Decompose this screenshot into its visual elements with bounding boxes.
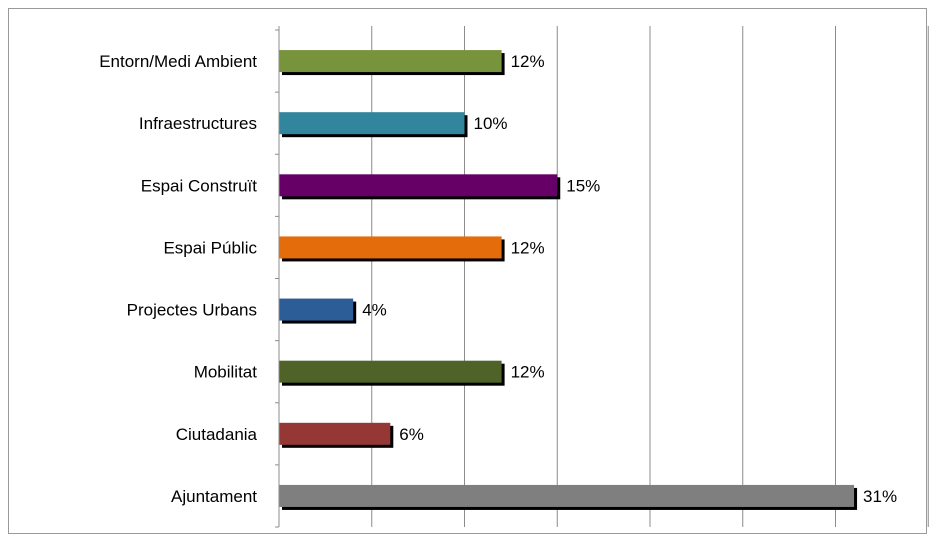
- category-labels: Entorn/Medi Ambient Infraestructures Espai…: [99, 52, 257, 506]
- category-label: Mobilitat: [194, 363, 258, 382]
- bar: [279, 174, 558, 197]
- bar: [279, 236, 502, 259]
- gridlines: [371, 26, 929, 527]
- bar: [279, 422, 391, 445]
- bars: [279, 50, 858, 510]
- data-label: 10%: [474, 114, 508, 133]
- data-label: 12%: [511, 238, 545, 257]
- category-label: Projectes Urbans: [127, 301, 257, 320]
- data-label: 4%: [362, 301, 387, 320]
- data-label: 15%: [566, 176, 600, 195]
- category-axis: [275, 26, 280, 528]
- bar: [279, 360, 502, 383]
- data-label: 6%: [399, 425, 424, 444]
- category-label: Ciutadania: [176, 425, 258, 444]
- bar: [279, 50, 502, 73]
- category-label: Ajuntament: [171, 487, 257, 506]
- category-label: Espai Públic: [163, 238, 257, 257]
- bar: [279, 484, 855, 507]
- data-label: 12%: [511, 52, 545, 71]
- category-label: Infraestructures: [139, 114, 257, 133]
- chart-frame: [8, 8, 927, 534]
- data-label: 31%: [863, 487, 897, 506]
- data-label: 12%: [511, 363, 545, 382]
- category-label: Espai Construït: [141, 176, 257, 195]
- bar: [279, 112, 465, 135]
- value-labels: 12% 10% 15% 12% 4% 12% 6% 31%: [362, 52, 897, 506]
- category-label: Entorn/Medi Ambient: [99, 52, 257, 71]
- bar: [279, 298, 354, 321]
